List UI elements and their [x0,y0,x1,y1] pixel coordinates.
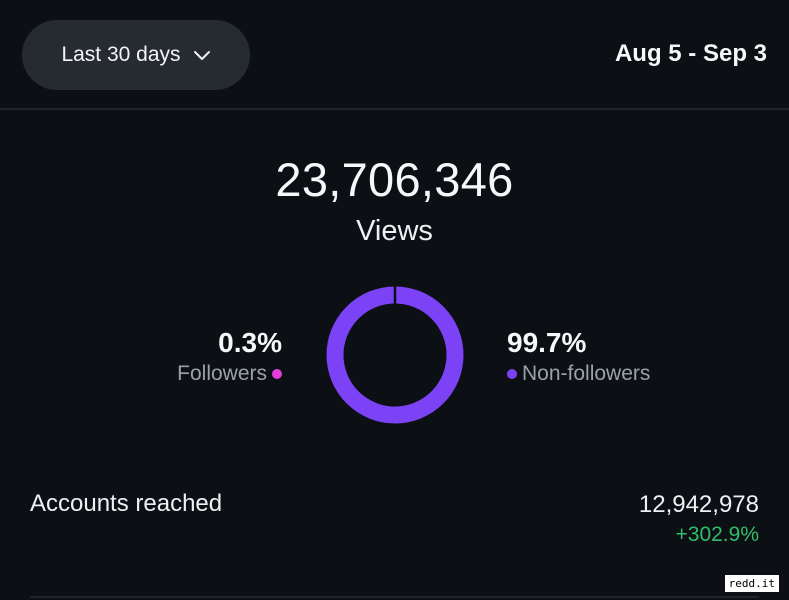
followers-percent: 0.3% [218,327,282,358]
accounts-reached-value: 12,942,978 [638,491,759,518]
non-followers-stat: 99.7% Non-followers [507,328,650,386]
followers-dot-icon [272,369,282,379]
watermark: redd.it [724,575,779,592]
header-divider [0,108,789,110]
accounts-reached-label: Accounts reached [30,490,223,517]
followers-stat: 0.3% Followers [177,328,282,386]
non-followers-percent: 99.7% [507,327,587,358]
date-range-dropdown[interactable]: Last 30 days [22,20,250,90]
accounts-reached-change: +302.9% [675,523,760,546]
date-range-text: Aug 5 - Sep 3 [614,40,767,67]
audience-donut-chart [326,286,464,424]
non-followers-label: Non-followers [522,362,651,385]
non-followers-legend: Non-followers [507,362,650,386]
header-bar: Last 30 days Aug 5 - Sep 3 [0,0,789,108]
followers-legend: Followers [177,362,282,386]
followers-label: Followers [177,362,267,385]
section-divider [30,596,759,598]
chevron-down-icon [193,51,210,60]
views-label: Views [356,215,433,247]
non-followers-ring [326,286,464,424]
views-total: 23,706,346 [275,153,514,206]
non-followers-dot-icon [507,369,517,379]
date-range-dropdown-label: Last 30 days [61,43,181,66]
